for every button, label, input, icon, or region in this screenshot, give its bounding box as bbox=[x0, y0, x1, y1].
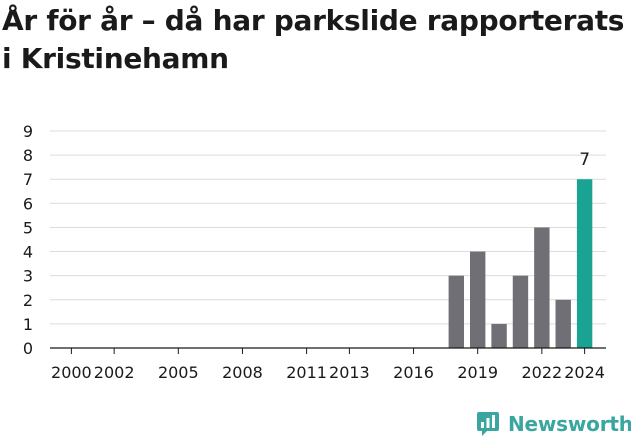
data-label-2024: 7 bbox=[579, 150, 590, 170]
x-tick-label: 2000 bbox=[51, 363, 92, 382]
brand-name: Newsworthy bbox=[508, 412, 631, 436]
x-tick-label: 2011 bbox=[286, 363, 327, 382]
x-axis bbox=[50, 347, 606, 354]
x-tick-label: 2019 bbox=[457, 363, 498, 382]
bars bbox=[448, 179, 593, 348]
bar-2019 bbox=[469, 251, 486, 348]
y-tick-label: 7 bbox=[23, 170, 33, 189]
bar-2020 bbox=[491, 323, 507, 348]
bar-2023 bbox=[555, 299, 571, 348]
newsworthy-logo-icon bbox=[477, 412, 499, 436]
x-tick-label: 2022 bbox=[521, 363, 562, 382]
y-axis-tick-labels: 0 1 2 3 4 5 6 7 8 9 bbox=[23, 122, 33, 358]
y-tick-label: 8 bbox=[23, 146, 33, 165]
y-tick-label: 2 bbox=[23, 291, 33, 310]
bar-2021 bbox=[512, 275, 529, 348]
y-tick-label: 4 bbox=[23, 243, 33, 262]
gridlines bbox=[50, 130, 606, 325]
y-tick-label: 5 bbox=[23, 218, 33, 237]
y-tick-label: 9 bbox=[23, 122, 33, 141]
x-tick-label: 2008 bbox=[222, 363, 263, 382]
bar-2022 bbox=[534, 227, 550, 348]
bar-2024 bbox=[576, 179, 593, 348]
x-tick-label: 2005 bbox=[158, 363, 199, 382]
x-axis-tick-labels: 2000 2002 2005 2008 2011 2013 2016 2019 2022 2024 bbox=[51, 363, 605, 382]
y-tick-label: 6 bbox=[23, 194, 33, 213]
brand-logo: Newsworthy bbox=[476, 408, 631, 440]
x-tick-label: 2002 bbox=[94, 363, 135, 382]
y-tick-label: 0 bbox=[23, 339, 33, 358]
y-tick-label: 3 bbox=[23, 267, 33, 286]
x-tick-label: 2024 bbox=[564, 363, 605, 382]
bar-2018 bbox=[448, 275, 465, 348]
x-tick-label: 2016 bbox=[393, 363, 434, 382]
data-labels: 7 bbox=[579, 150, 590, 170]
y-tick-label: 1 bbox=[23, 315, 33, 334]
x-tick-label: 2013 bbox=[329, 363, 370, 382]
chart-title: År för år – då har parkslide rapporterat… bbox=[2, 4, 625, 75]
